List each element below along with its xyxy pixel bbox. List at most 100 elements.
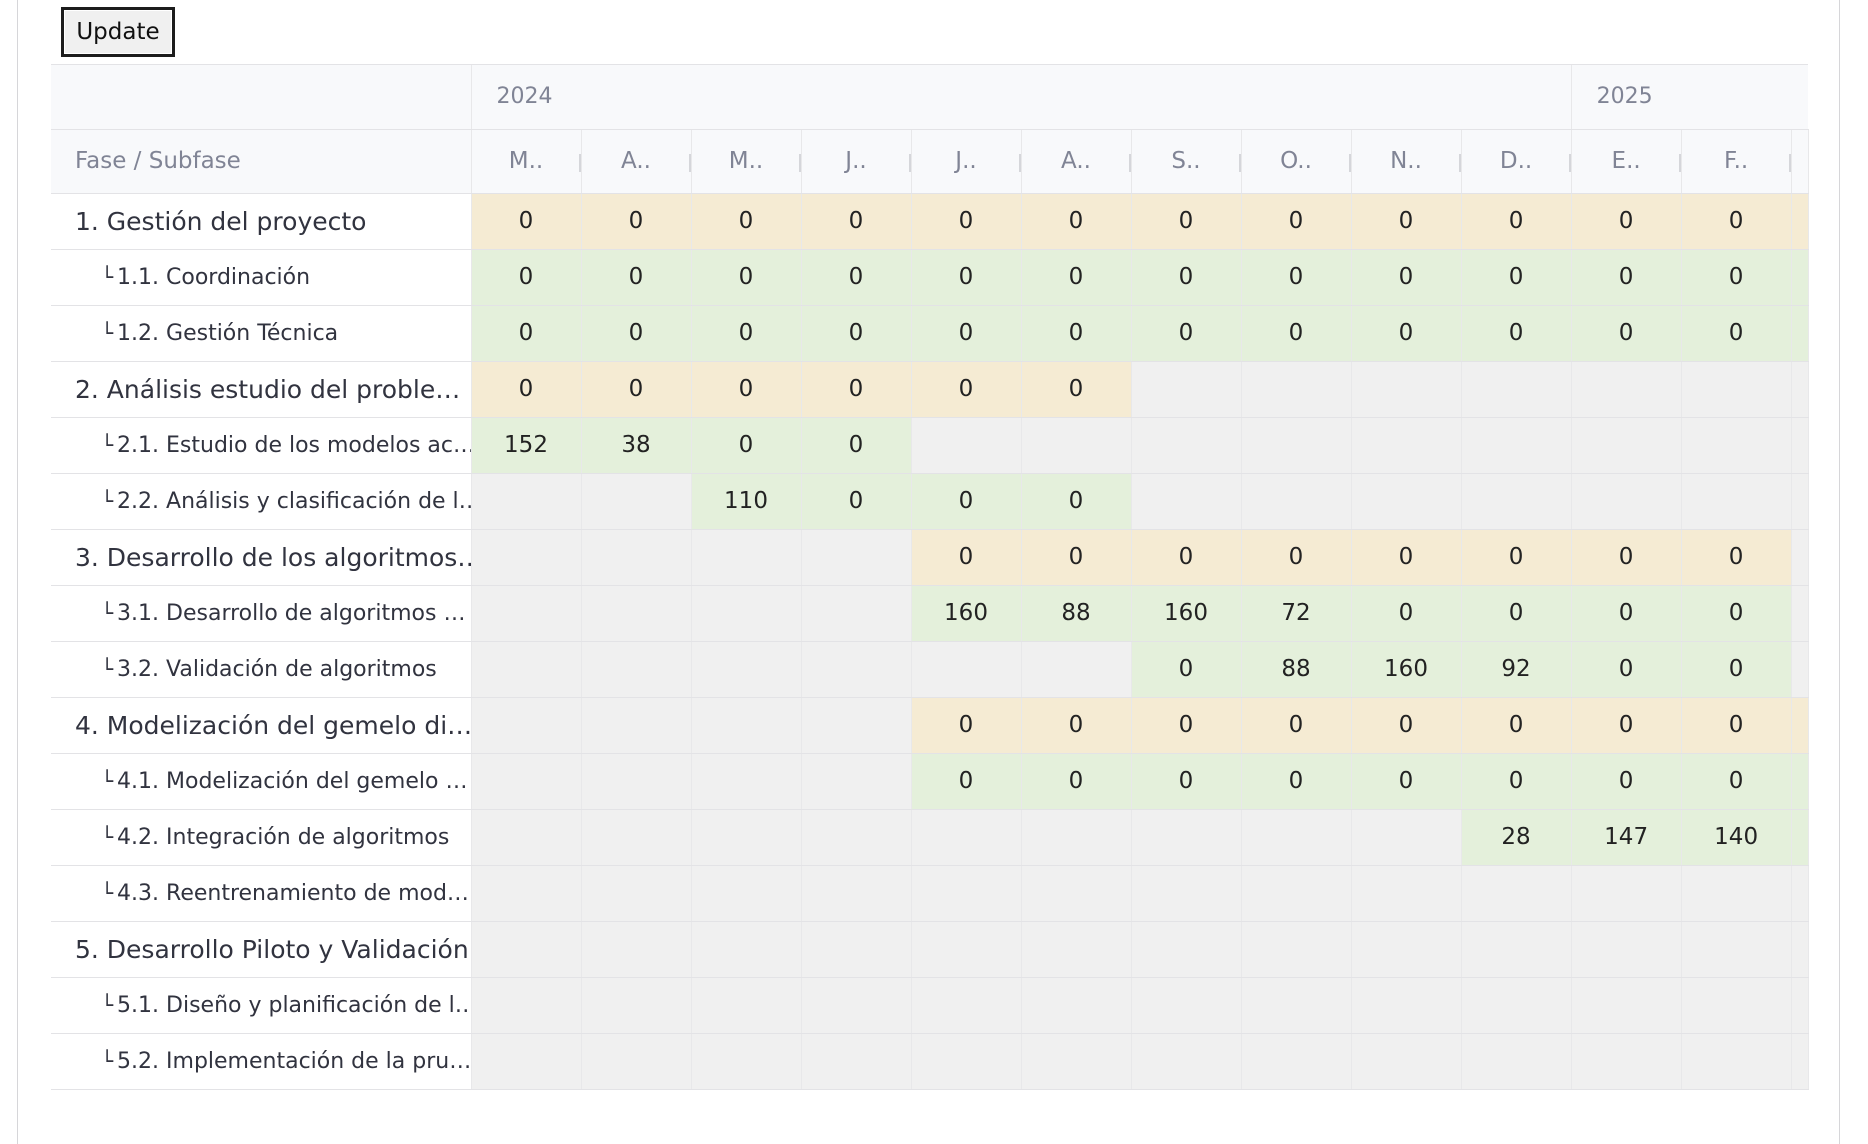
empty-hours-cell[interactable]: [471, 473, 582, 530]
empty-hours-cell[interactable]: [801, 921, 912, 978]
phase-name-cell[interactable]: 4. Modelización del gemelo di…: [51, 697, 472, 754]
subphase-name-cell[interactable]: └ 2.2. Análisis y clasificación de l…: [51, 473, 472, 530]
empty-hours-cell[interactable]: [1351, 809, 1462, 866]
hours-cell[interactable]: 88: [1241, 641, 1352, 698]
empty-hours-cell[interactable]: [911, 977, 1022, 1034]
hours-cell[interactable]: 0: [1681, 529, 1792, 586]
hours-cell[interactable]: 0: [1681, 249, 1792, 306]
hours-cell[interactable]: 0: [1571, 305, 1682, 362]
empty-hours-cell[interactable]: [471, 921, 582, 978]
empty-hours-cell[interactable]: [1351, 417, 1462, 474]
empty-hours-cell[interactable]: [1241, 977, 1352, 1034]
hours-cell[interactable]: 0: [1681, 753, 1792, 810]
empty-hours-cell[interactable]: [581, 473, 692, 530]
hours-cell[interactable]: 0: [911, 305, 1022, 362]
hours-cell[interactable]: 0: [1461, 193, 1572, 250]
empty-hours-cell[interactable]: [1021, 417, 1132, 474]
hours-cell[interactable]: 147: [1571, 809, 1682, 866]
hours-cell[interactable]: 0: [691, 361, 802, 418]
subphase-name-cell[interactable]: └ 4.2. Integración de algoritmos: [51, 809, 472, 866]
empty-hours-cell[interactable]: [471, 809, 582, 866]
column-header-month[interactable]: O..: [1241, 129, 1352, 194]
column-header-month[interactable]: E..: [1571, 129, 1682, 194]
empty-hours-cell[interactable]: [911, 641, 1022, 698]
hours-cell[interactable]: 0: [1021, 249, 1132, 306]
hours-cell[interactable]: 0: [911, 193, 1022, 250]
hours-cell[interactable]: 0: [691, 305, 802, 362]
hours-cell[interactable]: 0: [471, 193, 582, 250]
hours-cell[interactable]: 0: [581, 361, 692, 418]
empty-hours-cell[interactable]: [1571, 921, 1682, 978]
empty-hours-cell[interactable]: [1351, 1033, 1462, 1090]
column-header-month[interactable]: J..: [911, 129, 1022, 194]
empty-hours-cell[interactable]: [691, 697, 802, 754]
empty-hours-cell[interactable]: [1571, 417, 1682, 474]
empty-hours-cell[interactable]: [581, 753, 692, 810]
hours-cell[interactable]: 0: [471, 361, 582, 418]
subphase-name-cell[interactable]: └ 2.1. Estudio de los modelos ac…: [51, 417, 472, 474]
hours-cell[interactable]: 110: [691, 473, 802, 530]
empty-hours-cell[interactable]: [581, 809, 692, 866]
empty-hours-cell[interactable]: [1681, 473, 1792, 530]
hours-cell[interactable]: 0: [1351, 585, 1462, 642]
column-header-month[interactable]: M..: [691, 129, 802, 194]
hours-cell[interactable]: 0: [1571, 753, 1682, 810]
column-header-month[interactable]: F..: [1681, 129, 1792, 194]
hours-cell[interactable]: 0: [911, 753, 1022, 810]
hours-cell[interactable]: 0: [1681, 641, 1792, 698]
hours-cell[interactable]: 160: [1351, 641, 1462, 698]
hours-cell[interactable]: 0: [1241, 697, 1352, 754]
empty-hours-cell[interactable]: [1461, 473, 1572, 530]
empty-hours-cell[interactable]: [1131, 361, 1242, 418]
hours-cell[interactable]: 0: [1351, 249, 1462, 306]
empty-hours-cell[interactable]: [801, 977, 912, 1034]
empty-hours-cell[interactable]: [1131, 417, 1242, 474]
column-header-month[interactable]: N..: [1351, 129, 1462, 194]
hours-cell[interactable]: 92: [1461, 641, 1572, 698]
hours-cell[interactable]: 0: [1351, 753, 1462, 810]
subphase-name-cell[interactable]: └ 1.1. Coordinación: [51, 249, 472, 306]
hours-cell[interactable]: 0: [1681, 697, 1792, 754]
empty-hours-cell[interactable]: [581, 697, 692, 754]
empty-hours-cell[interactable]: [1571, 977, 1682, 1034]
hours-cell[interactable]: 0: [1351, 697, 1462, 754]
hours-cell[interactable]: 0: [911, 697, 1022, 754]
empty-hours-cell[interactable]: [911, 809, 1022, 866]
empty-hours-cell[interactable]: [581, 921, 692, 978]
empty-hours-cell[interactable]: [1241, 361, 1352, 418]
empty-hours-cell[interactable]: [691, 809, 802, 866]
hours-cell[interactable]: 0: [1461, 249, 1572, 306]
hours-cell[interactable]: 0: [1241, 305, 1352, 362]
empty-hours-cell[interactable]: [471, 1033, 582, 1090]
hours-cell[interactable]: 28: [1461, 809, 1572, 866]
column-header-month[interactable]: S..: [1131, 129, 1242, 194]
empty-hours-cell[interactable]: [471, 977, 582, 1034]
hours-cell[interactable]: 0: [691, 193, 802, 250]
hours-cell[interactable]: 0: [911, 473, 1022, 530]
empty-hours-cell[interactable]: [471, 753, 582, 810]
empty-hours-cell[interactable]: [1461, 921, 1572, 978]
hours-cell[interactable]: 0: [911, 361, 1022, 418]
empty-hours-cell[interactable]: [801, 753, 912, 810]
hours-cell[interactable]: 0: [1681, 193, 1792, 250]
empty-hours-cell[interactable]: [1351, 977, 1462, 1034]
hours-cell[interactable]: 152: [471, 417, 582, 474]
column-header-month[interactable]: A..: [1021, 129, 1132, 194]
empty-hours-cell[interactable]: [1021, 865, 1132, 922]
hours-cell[interactable]: 0: [1681, 305, 1792, 362]
empty-hours-cell[interactable]: [1461, 977, 1572, 1034]
empty-hours-cell[interactable]: [1681, 1033, 1792, 1090]
empty-hours-cell[interactable]: [801, 585, 912, 642]
empty-hours-cell[interactable]: [801, 641, 912, 698]
hours-cell[interactable]: 140: [1681, 809, 1792, 866]
empty-hours-cell[interactable]: [1681, 977, 1792, 1034]
hours-cell[interactable]: 88: [1021, 585, 1132, 642]
empty-hours-cell[interactable]: [1351, 473, 1462, 530]
hours-cell[interactable]: 0: [1131, 753, 1242, 810]
empty-hours-cell[interactable]: [1351, 865, 1462, 922]
phase-name-cell[interactable]: 3. Desarrollo de los algoritmos…: [51, 529, 472, 586]
hours-cell[interactable]: 0: [1131, 697, 1242, 754]
hours-cell[interactable]: 0: [1571, 249, 1682, 306]
hours-cell[interactable]: 0: [1571, 697, 1682, 754]
empty-hours-cell[interactable]: [1241, 865, 1352, 922]
